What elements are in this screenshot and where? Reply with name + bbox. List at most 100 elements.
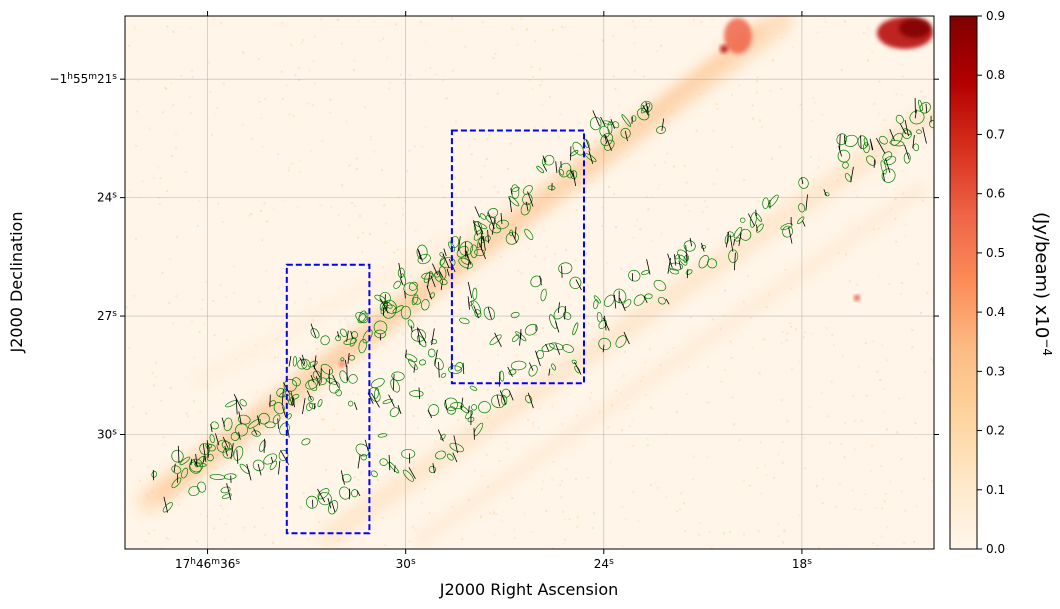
contour — [273, 402, 285, 415]
polarization-vector — [467, 281, 473, 299]
noise-pixel — [480, 255, 483, 258]
contour — [459, 405, 470, 414]
polarization-vector — [417, 327, 421, 345]
noise-pixel — [434, 440, 436, 443]
contour — [471, 300, 481, 315]
noise-pixel — [184, 170, 187, 173]
noise-pixel — [276, 338, 279, 340]
polarization-vector — [480, 232, 484, 242]
noise-pixel — [561, 423, 564, 426]
noise-pixel — [591, 179, 594, 182]
noise-pixel — [650, 196, 653, 199]
noise-pixel — [640, 379, 643, 382]
noise-pixel — [871, 444, 874, 447]
contour — [912, 143, 920, 152]
noise-pixel — [855, 283, 858, 286]
contour — [251, 430, 261, 437]
noise-pixel — [862, 31, 865, 34]
noise-pixel — [309, 297, 312, 300]
noise-pixel — [561, 25, 564, 28]
polarization-vector — [588, 150, 594, 164]
noise-pixel — [168, 258, 171, 261]
contour — [842, 161, 849, 169]
noise-pixel — [429, 66, 432, 69]
noise-pixel — [165, 87, 167, 90]
x-tick-label: 18s — [792, 557, 812, 571]
polarization-vector — [163, 496, 168, 513]
polarization-vector — [726, 232, 730, 248]
noise-pixel — [545, 510, 548, 513]
noise-pixel — [700, 21, 703, 23]
polarization-vector — [236, 449, 239, 464]
noise-pixel — [848, 280, 851, 283]
polarization-vector — [222, 436, 229, 448]
contour — [306, 495, 318, 509]
noise-pixel — [642, 375, 645, 378]
noise-pixel — [378, 335, 381, 338]
noise-pixel — [822, 477, 825, 480]
noise-pixel — [711, 318, 714, 321]
noise-pixel — [193, 356, 196, 359]
polarization-vector — [468, 405, 470, 413]
noise-pixel — [564, 538, 566, 541]
polarization-vector — [802, 220, 806, 227]
noise-pixel — [408, 149, 411, 152]
noise-pixel — [585, 252, 588, 255]
noise-pixel — [658, 183, 661, 186]
noise-pixel — [325, 469, 327, 472]
contour — [569, 276, 582, 289]
polarization-vector — [388, 454, 391, 471]
noise-pixel — [199, 411, 202, 414]
contour — [439, 257, 456, 269]
noise-pixel — [415, 449, 418, 451]
contour — [739, 217, 746, 223]
noise-pixel — [536, 302, 539, 305]
noise-pixel — [758, 372, 761, 375]
noise-pixel — [341, 186, 344, 189]
polarization-vector — [643, 295, 648, 303]
polarization-vector — [673, 254, 677, 266]
noise-pixel — [733, 67, 736, 70]
noise-pixel — [493, 185, 496, 188]
image-panel: 17h46m36s 30s 24s 18s −1h55m21s 24s 27s 30s — [50, 11, 939, 571]
contour — [181, 467, 189, 479]
contour — [355, 311, 368, 324]
contour — [524, 228, 534, 240]
noise-pixel — [477, 359, 480, 362]
contour — [264, 421, 276, 429]
contour — [484, 235, 491, 242]
noise-pixel — [859, 508, 862, 511]
contour — [733, 227, 743, 239]
noise-pixel — [481, 21, 484, 24]
noise-pixel — [575, 209, 578, 212]
noise-pixel — [733, 423, 736, 426]
noise-pixel — [296, 206, 299, 208]
noise-pixel — [498, 319, 501, 322]
polarization-vector — [494, 332, 502, 347]
noise-pixel — [811, 332, 814, 335]
noise-pixel — [372, 326, 374, 329]
noise-pixel — [186, 415, 189, 418]
contour — [320, 363, 333, 375]
noise-pixel — [586, 477, 589, 479]
contour — [549, 342, 564, 351]
noise-pixel — [420, 501, 423, 504]
noise-pixel — [191, 69, 194, 72]
noise-pixel — [608, 185, 610, 188]
noise-pixel — [429, 239, 432, 242]
noise-pixel — [817, 158, 820, 161]
noise-pixel — [729, 340, 732, 343]
polarization-vector — [631, 117, 633, 124]
noise-pixel — [637, 519, 640, 522]
colorbar-tick-label: 0.9 — [986, 9, 1005, 23]
contour — [796, 216, 805, 225]
noise-pixel — [930, 480, 933, 483]
polarization-vector — [843, 135, 846, 144]
contour — [348, 374, 358, 384]
noise-pixel — [202, 298, 205, 301]
noise-pixel — [836, 179, 839, 182]
noise-pixel — [632, 444, 635, 447]
noise-pixel — [135, 144, 138, 147]
noise-pixel — [541, 80, 543, 83]
contour — [349, 337, 357, 347]
